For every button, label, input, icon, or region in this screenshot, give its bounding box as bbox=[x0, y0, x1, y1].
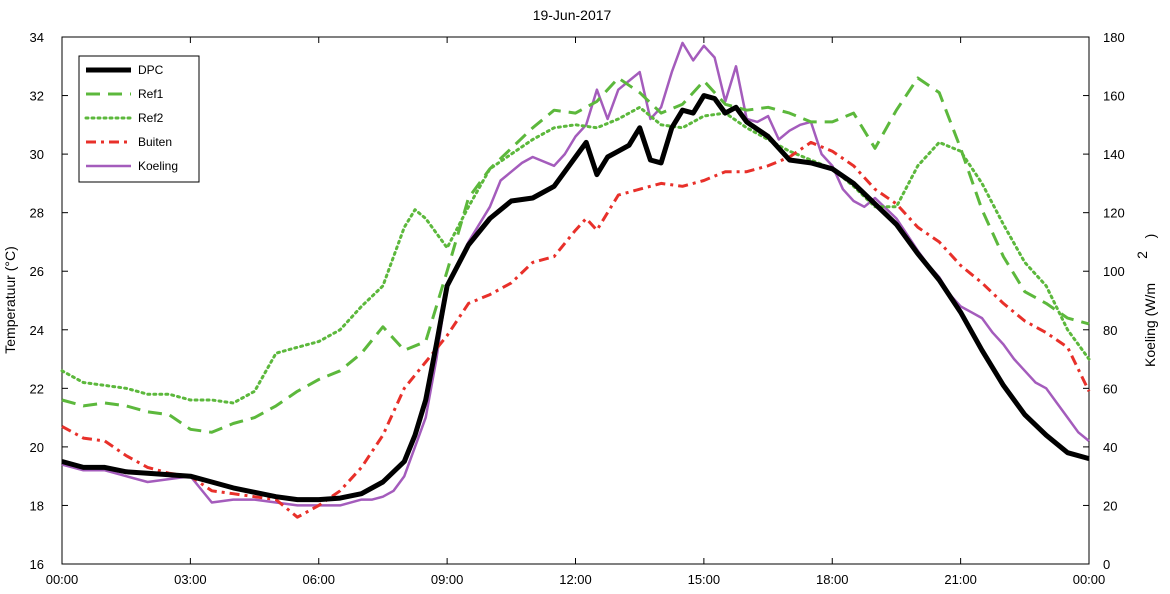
chart-title: 19-Jun-2017 bbox=[533, 7, 612, 23]
y-tick-label: 30 bbox=[30, 147, 44, 162]
series-line-dpc bbox=[61, 93, 1090, 503]
y2-tick-label: 40 bbox=[1103, 440, 1117, 455]
y2-tick-label: 140 bbox=[1103, 147, 1125, 162]
y2-tick-label: 160 bbox=[1103, 89, 1125, 104]
legend-label-buiten: Buiten bbox=[138, 135, 172, 149]
x-tick-label: 00:00 bbox=[1073, 572, 1106, 587]
y-tick-label: 16 bbox=[30, 557, 44, 572]
y2-tick-label: 180 bbox=[1103, 30, 1125, 45]
y-tick-label: 32 bbox=[30, 89, 44, 104]
y2-axis-label-close: ) bbox=[1142, 234, 1158, 239]
y-tick-label: 34 bbox=[30, 30, 44, 45]
series-lines bbox=[60, 41, 1091, 519]
x-tick-label: 18:00 bbox=[816, 572, 849, 587]
axis-ticks: 00:00 03:00 06:00 09:00 12:00 15:00 18:00 21:00… bbox=[30, 30, 1125, 587]
y2-tick-label: 100 bbox=[1103, 264, 1125, 279]
y2-tick-label: 80 bbox=[1103, 323, 1117, 338]
legend-label-dpc: DPC bbox=[138, 63, 164, 77]
x-tick-label: 00:00 bbox=[46, 572, 79, 587]
y-tick-label: 22 bbox=[30, 381, 44, 396]
x-tick-label: 09:00 bbox=[431, 572, 464, 587]
series-line-buiten bbox=[61, 140, 1091, 519]
series-line-ref1 bbox=[61, 76, 1090, 434]
x-tick-label: 21:00 bbox=[944, 572, 977, 587]
y2-tick-label: 0 bbox=[1103, 557, 1110, 572]
legend-label-ref2: Ref2 bbox=[138, 111, 164, 125]
y-tick-label: 18 bbox=[30, 498, 44, 513]
x-tick-label: 15:00 bbox=[688, 572, 721, 587]
y2-axis-label-superscript: 2 bbox=[1134, 251, 1150, 259]
series-line-ref2 bbox=[60, 105, 1091, 405]
y-tick-label: 26 bbox=[30, 264, 44, 279]
legend-label-ref1: Ref1 bbox=[138, 87, 164, 101]
y2-tick-label: 120 bbox=[1103, 206, 1125, 221]
y2-tick-label: 20 bbox=[1103, 498, 1117, 513]
legend: DPC Ref1 Ref2 Buiten Koeling bbox=[78, 55, 200, 183]
x-tick-label: 12:00 bbox=[559, 572, 592, 587]
y2-tick-label: 60 bbox=[1103, 381, 1117, 396]
y-tick-label: 28 bbox=[30, 206, 44, 221]
y-axis-label: Temperatuur (°C) bbox=[2, 246, 18, 354]
legend-label-koeling: Koeling bbox=[138, 159, 178, 173]
x-tick-label: 06:00 bbox=[302, 572, 335, 587]
y-tick-label: 20 bbox=[30, 440, 44, 455]
x-tick-label: 03:00 bbox=[174, 572, 207, 587]
y-tick-label: 24 bbox=[30, 323, 44, 338]
y2-axis-label: Koeling (W/m bbox=[1142, 283, 1158, 367]
